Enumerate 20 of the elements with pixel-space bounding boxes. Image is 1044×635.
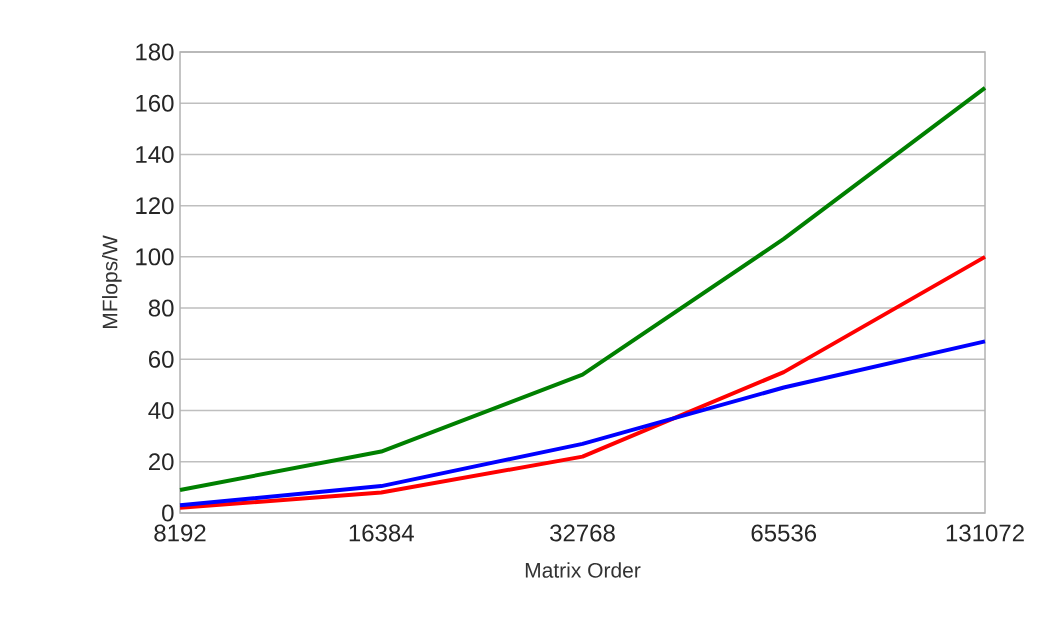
x-axis-title: Matrix Order — [525, 562, 641, 578]
x-tick-label: 16384 — [349, 524, 414, 542]
y-tick-label: 180 — [136, 43, 174, 61]
y-tick-label: 160 — [136, 94, 174, 112]
x-tick-label: 32768 — [550, 524, 615, 542]
y-tick-label: 80 — [148, 299, 174, 317]
line-series — [178, 85, 988, 492]
y-tick-label: 100 — [136, 248, 174, 266]
y-axis-title: MFlops/W — [102, 235, 122, 329]
y-tick-label: 0 — [162, 504, 174, 522]
line-series — [178, 254, 988, 510]
y-tick-label: 20 — [149, 453, 174, 471]
x-tick-label: 131072 — [946, 524, 1024, 542]
x-tick-label: 65536 — [751, 524, 817, 542]
y-tick-label: 60 — [149, 350, 174, 368]
y-tick-label: 140 — [136, 145, 174, 163]
y-tick-label: 120 — [136, 197, 174, 215]
x-tick-label: 8192 — [154, 524, 206, 542]
line-series — [178, 339, 988, 508]
y-tick-label: 40 — [148, 402, 174, 420]
